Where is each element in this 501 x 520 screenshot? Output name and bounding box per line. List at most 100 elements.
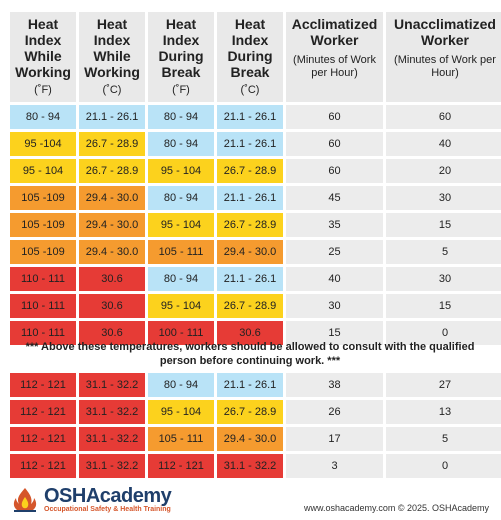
column-header: Heat Index During Break (˚F) [148,12,214,102]
heat-index-cell: 80 - 94 [148,186,214,210]
heat-index-cell: 95 -104 [10,132,76,156]
column-header-title: Unacclimatized Worker [394,16,496,48]
minutes-cell: 40 [386,132,501,156]
minutes-cell: 0 [386,454,501,478]
heat-index-cell: 26.7 - 28.9 [217,213,283,237]
heat-index-cell: 105 -109 [10,186,76,210]
minutes-cell: 5 [386,427,501,451]
minutes-cell: 15 [386,294,501,318]
minutes-cell: 15 [286,321,383,345]
column-header: Heat Index While Working (˚C) [79,12,145,102]
minutes-cell: 30 [386,267,501,291]
heat-index-cell: 31.1 - 32.2 [79,400,145,424]
heat-index-cell: 29.4 - 30.0 [217,427,283,451]
heat-index-cell: 95 - 104 [148,400,214,424]
flame-icon [13,488,37,512]
heat-index-cell: 26.7 - 28.9 [217,400,283,424]
heat-index-cell: 26.7 - 28.9 [79,132,145,156]
column-header-unit: (˚F) [172,84,190,96]
column-header-unit: (˚F) [34,84,52,96]
minutes-cell: 27 [386,373,501,397]
heat-index-cell: 30.6 [217,321,283,345]
column-header-unit: (Minutes of Work per Hour) [394,54,496,79]
heat-index-cell: 112 - 121 [148,454,214,478]
heat-index-cell: 26.7 - 28.9 [79,159,145,183]
heat-index-cell: 21.1 - 26.1 [217,105,283,129]
heat-index-cell: 29.4 - 30.0 [79,213,145,237]
consult-note: *** Above these temperatures, workers sh… [25,341,475,367]
minutes-cell: 20 [386,159,501,183]
heat-index-cell: 29.4 - 30.0 [79,240,145,264]
column-header-title: Heat Index While Working [84,16,140,80]
heat-index-cell: 80 - 94 [148,373,214,397]
heat-index-cell: 29.4 - 30.0 [217,240,283,264]
column-header-title: Heat Index During Break [158,16,204,80]
heat-index-cell: 80 - 94 [148,132,214,156]
heat-index-cell: 110 - 111 [10,321,76,345]
heat-index-table-extended: 112 - 121 31.1 - 32.2 80 - 94 21.1 - 26.1 38… [10,370,501,478]
heat-index-cell: 105 - 111 [148,240,214,264]
minutes-cell: 25 [286,240,383,264]
minutes-cell: 30 [386,186,501,210]
minutes-cell: 26 [286,400,383,424]
heat-index-cell: 21.1 - 26.1 [217,132,283,156]
minutes-cell: 60 [286,132,383,156]
heat-index-cell: 105 - 111 [148,427,214,451]
heat-index-cell: 95 - 104 [10,159,76,183]
minutes-cell: 60 [286,159,383,183]
column-header: Acclimatized Worker (Minutes of Work per … [286,12,383,102]
heat-index-cell: 21.1 - 26.1 [217,186,283,210]
minutes-cell: 13 [386,400,501,424]
heat-index-cell: 80 - 94 [148,105,214,129]
heat-index-cell: 112 - 121 [10,427,76,451]
heat-index-cell: 105 -109 [10,213,76,237]
heat-index-cell: 112 - 121 [10,373,76,397]
heat-index-cell: 26.7 - 28.9 [217,159,283,183]
minutes-cell: 45 [286,186,383,210]
heat-index-cell: 31.1 - 32.2 [79,373,145,397]
minutes-cell: 35 [286,213,383,237]
minutes-cell: 38 [286,373,383,397]
brand-name: OSHAcademy [44,485,172,507]
heat-index-cell: 112 - 121 [10,400,76,424]
minutes-cell: 0 [386,321,501,345]
heat-index-cell: 95 - 104 [148,294,214,318]
column-header: Heat Index During Break (˚C) [217,12,283,102]
heat-index-cell: 95 - 104 [148,159,214,183]
heat-index-cell: 80 - 94 [10,105,76,129]
column-header-title: Acclimatized Worker [291,16,378,48]
heat-index-cell: 26.7 - 28.9 [217,294,283,318]
column-header-unit: (Minutes of Work per Hour) [293,54,376,79]
heat-index-table: Heat Index While Working (˚F) Heat Index W… [10,12,501,345]
column-header: Heat Index While Working (˚F) [10,12,76,102]
column-header-title: Heat Index While Working [15,16,71,80]
minutes-cell: 60 [386,105,501,129]
heat-index-cell: 31.1 - 32.2 [79,454,145,478]
heat-index-cell: 110 - 111 [10,267,76,291]
heat-index-cell: 30.6 [79,267,145,291]
heat-index-cell: 80 - 94 [148,267,214,291]
heat-index-cell: 30.6 [79,321,145,345]
heat-index-cell: 95 - 104 [148,213,214,237]
heat-index-cell: 30.6 [79,294,145,318]
heat-index-cell: 31.1 - 32.2 [217,454,283,478]
column-header-unit: (˚C) [102,84,122,96]
minutes-cell: 40 [286,267,383,291]
minutes-cell: 3 [286,454,383,478]
minutes-cell: 5 [386,240,501,264]
minutes-cell: 17 [286,427,383,451]
minutes-cell: 15 [386,213,501,237]
heat-index-cell: 100 - 111 [148,321,214,345]
heat-index-cell: 29.4 - 30.0 [79,186,145,210]
heat-index-cell: 21.1 - 26.1 [217,267,283,291]
column-header-title: Heat Index During Break [227,16,273,80]
oshacademy-logo: OSHAcademy Occupational Safety & Health … [10,485,172,514]
brand-tagline: Occupational Safety & Health Training [44,506,171,513]
minutes-cell: 30 [286,294,383,318]
heat-index-cell: 31.1 - 32.2 [79,427,145,451]
copyright-text: www.oshacademy.com © 2025. OSHAcademy [303,503,489,513]
heat-index-cell: 112 - 121 [10,454,76,478]
column-header: Unacclimatized Worker (Minutes of Work pe… [386,12,501,102]
heat-index-cell: 110 - 111 [10,294,76,318]
minutes-cell: 60 [286,105,383,129]
